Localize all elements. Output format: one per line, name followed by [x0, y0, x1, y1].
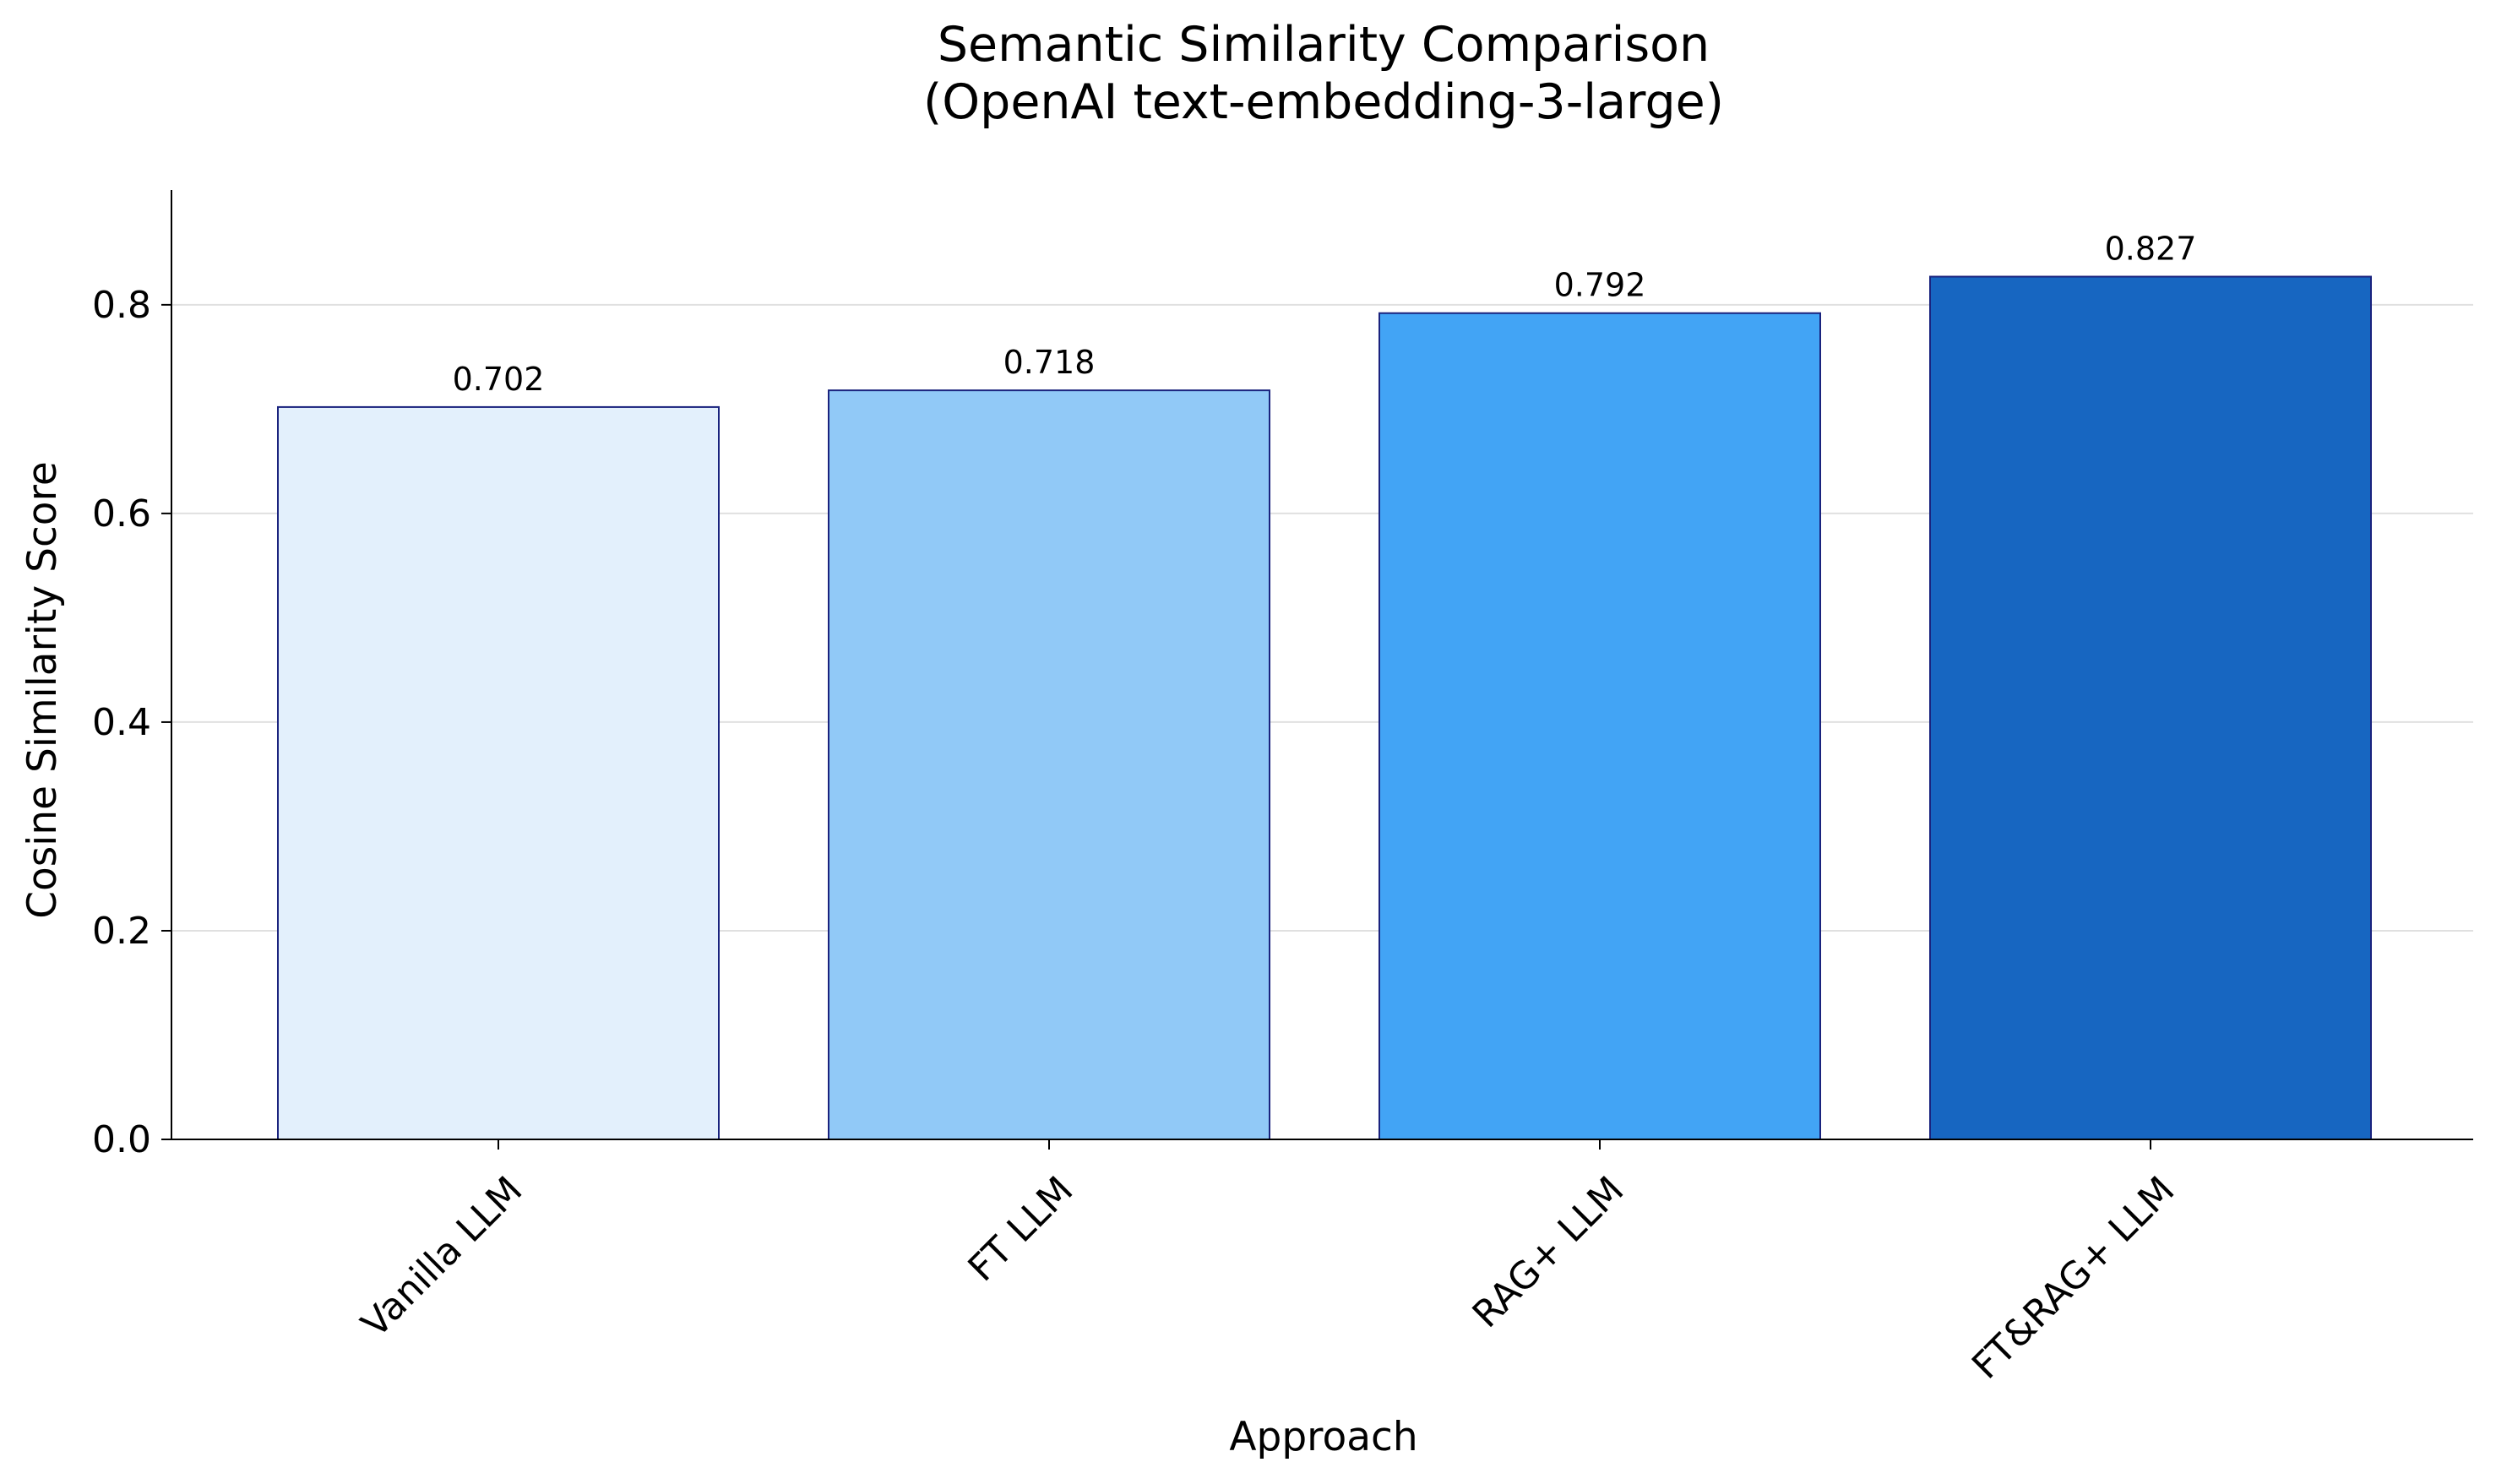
- bar: [1379, 312, 1821, 1140]
- y-tick-label: 0.2: [92, 910, 151, 953]
- bar-value-label: 0.827: [2105, 231, 2197, 268]
- x-tick-label: FT LLM: [960, 1168, 1082, 1290]
- bar-value-label: 0.718: [1003, 344, 1096, 381]
- y-tick-label: 0.8: [92, 284, 151, 327]
- y-ticks: 0.0 0.2 0.4 0.6 0.8: [92, 284, 171, 1161]
- value-labels: 0.702 0.718 0.792 0.827: [453, 231, 2197, 398]
- bar-value-label: 0.792: [1554, 267, 1646, 304]
- chart-title-line-2: (OpenAI text-embedding-3-large): [923, 74, 1724, 130]
- bar-value-label: 0.702: [453, 361, 545, 398]
- chart-title-line-1: Semantic Similarity Comparison: [938, 17, 1710, 73]
- axes: [171, 190, 2473, 1140]
- y-tick-label: 0.0: [92, 1118, 151, 1161]
- bar: [1929, 275, 2372, 1140]
- x-ticks: Vanilla LLM FT LLM RAG+ LLM FT&RAG+ LLM: [353, 1139, 2183, 1388]
- bar: [828, 389, 1270, 1140]
- y-tick-label: 0.6: [92, 492, 151, 535]
- y-axis-label: Cosine Similarity Score: [19, 461, 66, 919]
- x-tick-label: RAG+ LLM: [1465, 1168, 1633, 1336]
- x-tick-label: FT&RAG+ LLM: [1964, 1168, 2183, 1387]
- bars: [277, 275, 2372, 1140]
- chart-title: Semantic Similarity Comparison (OpenAI t…: [923, 17, 1724, 130]
- x-tick-label: Vanilla LLM: [353, 1168, 530, 1345]
- bar: [277, 405, 720, 1140]
- x-axis-label: Approach: [1229, 1414, 1417, 1460]
- y-tick-label: 0.4: [92, 701, 151, 744]
